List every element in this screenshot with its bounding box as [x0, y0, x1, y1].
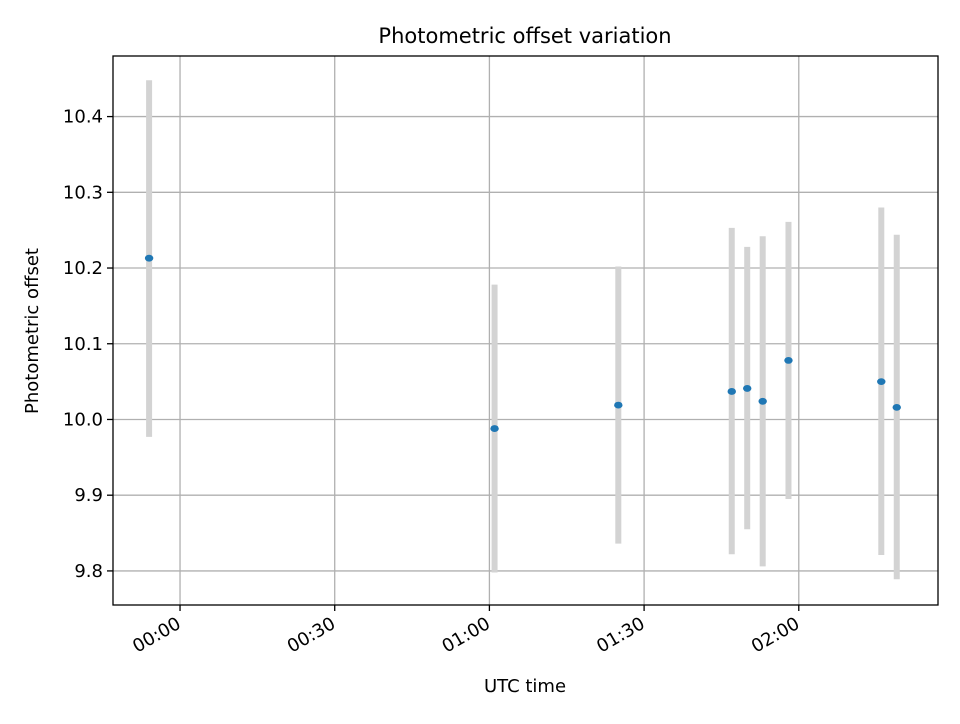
y-tick-label: 10.2: [63, 258, 103, 279]
y-axis-ticks: 9.8 9.9 10.0 10.1 10.2 10.3 10.4: [63, 107, 113, 582]
grid: [113, 56, 938, 605]
data-point: [892, 403, 901, 411]
y-axis-label: Photometric offset: [22, 248, 43, 414]
data-point: [144, 254, 154, 262]
y-tick-label: 10.3: [63, 182, 103, 203]
y-tick-label: 10.0: [63, 409, 103, 430]
data-point: [727, 388, 736, 395]
data-point: [614, 401, 623, 409]
data-point: [758, 397, 767, 405]
data-point: [784, 357, 793, 364]
y-tick-label: 9.9: [74, 485, 103, 506]
x-axis-label: UTC time: [484, 676, 566, 697]
data-markers: [144, 254, 901, 432]
data-point: [743, 385, 752, 392]
data-point: [490, 425, 499, 432]
y-tick-label: 10.4: [63, 107, 103, 128]
data-point: [877, 378, 886, 386]
y-tick-label: 9.8: [74, 561, 103, 582]
y-tick-label: 10.1: [63, 334, 103, 355]
chart-title: Photometric offset variation: [378, 24, 671, 48]
plot-frame: [112, 55, 939, 606]
